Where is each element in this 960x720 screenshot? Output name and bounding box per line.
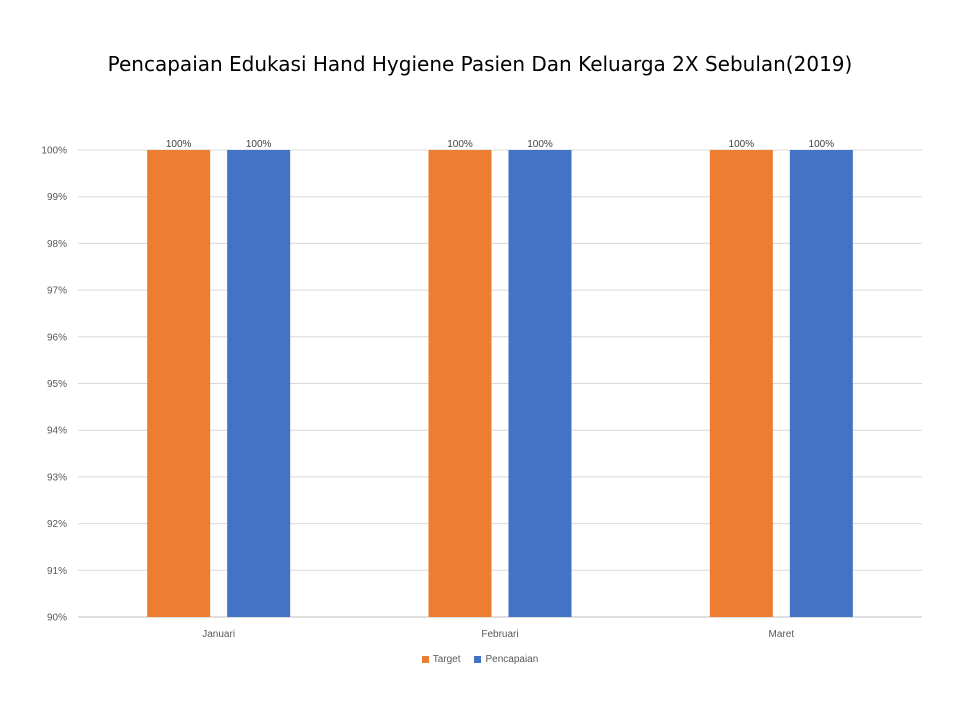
- y-tick-label: 99%: [47, 192, 67, 203]
- legend-swatch-pencapaian: [474, 656, 482, 663]
- y-tick-label: 91%: [47, 566, 67, 577]
- legend-item-target: Target: [421, 654, 461, 665]
- legend-swatch-target: [421, 656, 429, 663]
- bar-target-januari: [147, 150, 211, 617]
- y-tick-label: 95%: [47, 379, 67, 390]
- y-tick-label: 92%: [47, 519, 67, 530]
- legend-label-target: Target: [432, 654, 461, 665]
- y-tick-label: 98%: [47, 239, 67, 250]
- data-label: 100%: [729, 139, 755, 150]
- bar-pencapaian-januari: [227, 150, 291, 617]
- y-tick-label: 96%: [47, 332, 67, 343]
- data-label: 100%: [246, 139, 272, 150]
- y-tick-label: 90%: [47, 613, 67, 624]
- legend: Target Pencapaian: [0, 654, 960, 665]
- bar-target-maret: [709, 150, 773, 617]
- legend-item-pencapaian: Pencapaian: [474, 654, 538, 665]
- bar-pencapaian-februari: [508, 150, 572, 617]
- y-tick-label: 94%: [47, 426, 67, 437]
- data-label: 100%: [166, 139, 192, 150]
- data-label: 100%: [527, 139, 553, 150]
- y-tick-label: 100%: [41, 146, 67, 157]
- data-label: 100%: [809, 139, 835, 150]
- x-tick-label: Januari: [202, 629, 235, 640]
- bar-target-februari: [428, 150, 492, 617]
- bar-pencapaian-maret: [789, 150, 853, 617]
- y-tick-label: 93%: [47, 472, 67, 483]
- y-tick-label: 97%: [47, 286, 67, 297]
- x-tick-label: Maret: [769, 629, 795, 640]
- chart-title: Pencapaian Edukasi Hand Hygiene Pasien D…: [107, 52, 853, 76]
- x-tick-label: Februari: [481, 629, 518, 640]
- data-label: 100%: [447, 139, 473, 150]
- legend-label-pencapaian: Pencapaian: [485, 654, 539, 665]
